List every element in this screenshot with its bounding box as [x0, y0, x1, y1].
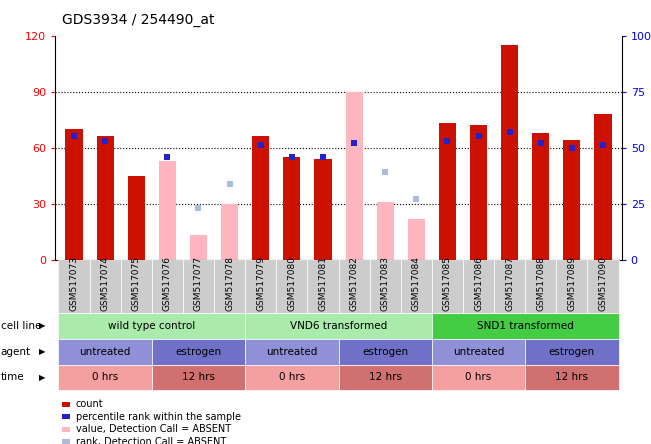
Bar	[128, 176, 145, 260]
Bar	[439, 123, 456, 260]
Text: count: count	[76, 399, 103, 409]
Text: 12 hrs: 12 hrs	[555, 373, 589, 382]
Text: ▶: ▶	[39, 321, 46, 330]
Text: GSM517090: GSM517090	[598, 256, 607, 311]
Text: wild type control: wild type control	[108, 321, 195, 331]
Bar	[377, 202, 394, 260]
Text: ▶: ▶	[39, 373, 46, 382]
Text: percentile rank within the sample: percentile rank within the sample	[76, 412, 240, 422]
Text: 0 hrs: 0 hrs	[92, 373, 118, 382]
Text: estrogen: estrogen	[175, 347, 221, 357]
Bar	[346, 91, 363, 260]
Text: agent: agent	[1, 347, 31, 357]
Text: GSM517086: GSM517086	[474, 256, 483, 311]
Bar	[594, 114, 611, 260]
Text: GSM517073: GSM517073	[70, 256, 79, 311]
Text: untreated: untreated	[79, 347, 131, 357]
Text: GSM517082: GSM517082	[350, 256, 359, 311]
Text: 12 hrs: 12 hrs	[368, 373, 402, 382]
Text: GSM517078: GSM517078	[225, 256, 234, 311]
Text: SND1 transformed: SND1 transformed	[477, 321, 574, 331]
Text: GSM517085: GSM517085	[443, 256, 452, 311]
Text: GSM517079: GSM517079	[256, 256, 265, 311]
Text: value, Detection Call = ABSENT: value, Detection Call = ABSENT	[76, 424, 230, 434]
Bar	[96, 136, 114, 260]
Text: 0 hrs: 0 hrs	[465, 373, 492, 382]
Text: time: time	[1, 373, 24, 382]
Text: GSM517076: GSM517076	[163, 256, 172, 311]
Text: GSM517075: GSM517075	[132, 256, 141, 311]
Text: untreated: untreated	[266, 347, 318, 357]
Bar	[470, 125, 487, 260]
Bar	[252, 136, 270, 260]
Text: GSM517077: GSM517077	[194, 256, 203, 311]
Bar	[314, 159, 331, 260]
Text: rank, Detection Call = ABSENT: rank, Detection Call = ABSENT	[76, 436, 226, 444]
Text: GDS3934 / 254490_at: GDS3934 / 254490_at	[62, 13, 214, 28]
Bar	[533, 133, 549, 260]
Text: GSM517080: GSM517080	[287, 256, 296, 311]
Text: cell line: cell line	[1, 321, 41, 331]
Text: 0 hrs: 0 hrs	[279, 373, 305, 382]
Bar	[501, 45, 518, 260]
Bar	[221, 204, 238, 260]
Text: GSM517087: GSM517087	[505, 256, 514, 311]
Bar	[408, 218, 425, 260]
Bar	[283, 157, 300, 260]
Text: GSM517089: GSM517089	[568, 256, 576, 311]
Bar	[190, 235, 207, 260]
Text: untreated: untreated	[453, 347, 505, 357]
Bar	[563, 140, 581, 260]
Text: GSM517083: GSM517083	[381, 256, 390, 311]
Text: GSM517088: GSM517088	[536, 256, 546, 311]
Text: 12 hrs: 12 hrs	[182, 373, 215, 382]
Bar	[159, 161, 176, 260]
Text: estrogen: estrogen	[362, 347, 408, 357]
Text: estrogen: estrogen	[549, 347, 595, 357]
Text: VND6 transformed: VND6 transformed	[290, 321, 387, 331]
Text: GSM517081: GSM517081	[318, 256, 327, 311]
Text: GSM517074: GSM517074	[101, 256, 109, 311]
Bar	[66, 129, 83, 260]
Text: GSM517084: GSM517084	[412, 256, 421, 311]
Text: ▶: ▶	[39, 347, 46, 356]
